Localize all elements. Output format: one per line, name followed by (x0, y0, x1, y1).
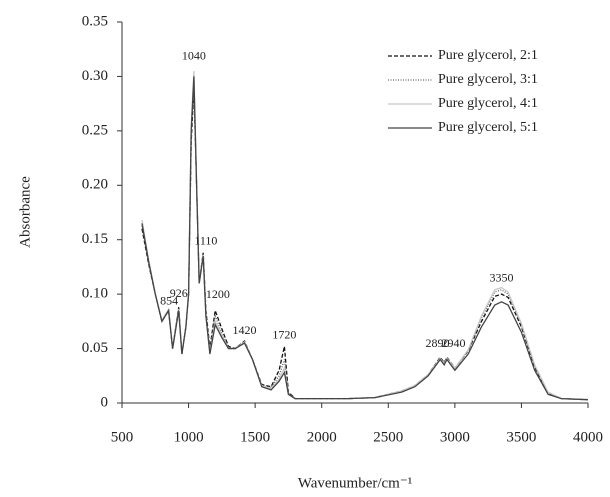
y-tick-label: 0.35 (82, 13, 108, 29)
series-line (141, 76, 589, 401)
x-tick-label: 2000 (307, 429, 337, 445)
peak-label: 1720 (272, 327, 296, 341)
legend-label: Pure glycerol, 3:1 (438, 72, 538, 87)
legend-label: Pure glycerol, 5:1 (438, 120, 538, 135)
x-tick-label: 3000 (440, 429, 470, 445)
series-line (141, 87, 589, 401)
peak-label: 2890 (426, 336, 450, 350)
x-axis-label: Wavenumber/cm⁻¹ (298, 475, 413, 491)
y-tick-label: 0 (101, 394, 109, 410)
peak-label: 3350 (489, 271, 513, 285)
y-tick-label: 0.25 (82, 122, 108, 138)
x-tick-label: 1000 (174, 429, 204, 445)
x-tick-label: 2500 (373, 429, 403, 445)
x-tick-label: 500 (111, 429, 134, 445)
peak-label: 2940 (442, 336, 466, 350)
x-tick-label: 1500 (240, 429, 270, 445)
peak-label: 1420 (232, 323, 256, 337)
y-tick-label: 0.10 (82, 286, 108, 302)
legend-label: Pure glycerol, 2:1 (438, 48, 538, 63)
y-tick-label: 0.05 (82, 340, 108, 356)
y-tick-label: 0.20 (82, 177, 108, 193)
peak-label: 854 (160, 294, 178, 308)
x-tick-label: 4000 (573, 429, 603, 445)
peak-label: 1110 (194, 234, 217, 248)
peak-label: 1040 (182, 49, 206, 63)
y-tick-label: 0.30 (82, 68, 108, 84)
peak-label: 1200 (206, 287, 230, 301)
y-tick-label: 0.15 (82, 231, 108, 247)
peak-label: 926 (170, 286, 188, 300)
x-tick-label: 3500 (506, 429, 536, 445)
y-axis-label: Absorbance (17, 176, 33, 248)
legend-label: Pure glycerol, 4:1 (438, 96, 538, 111)
